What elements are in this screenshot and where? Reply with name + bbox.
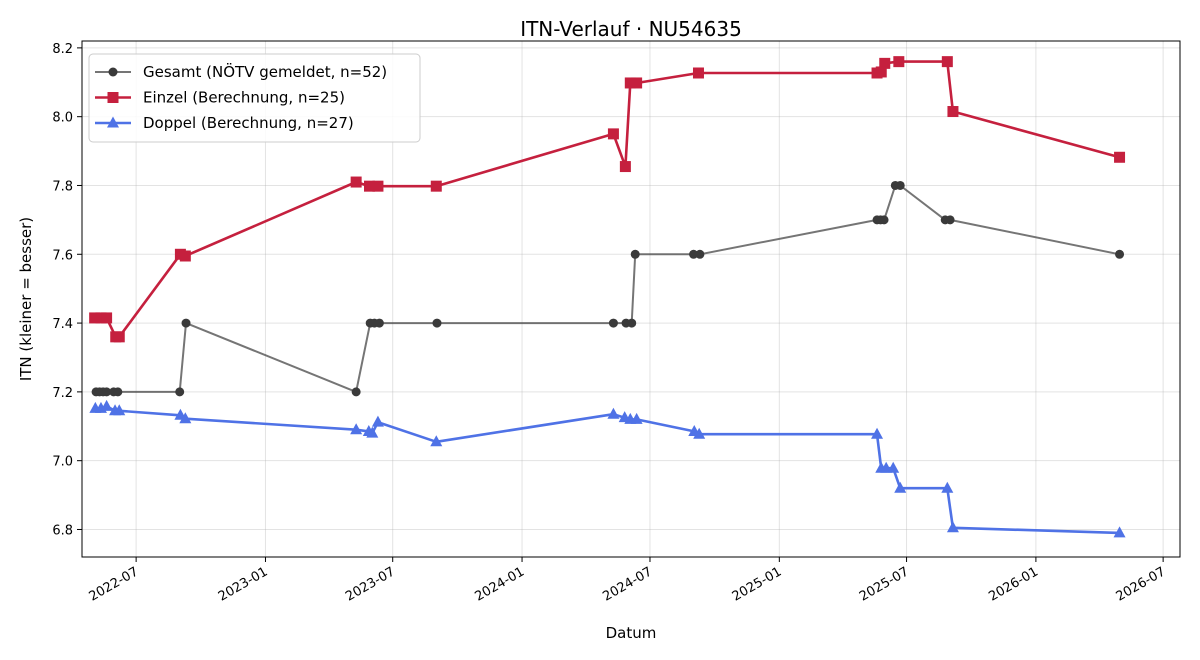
- data-point-gesamt: [351, 387, 361, 397]
- data-point-einzel: [893, 56, 905, 68]
- y-tick-label: 7.0: [52, 455, 73, 470]
- data-point-einzel: [619, 161, 631, 173]
- data-point-einzel: [692, 67, 704, 79]
- legend-box: [88, 53, 421, 143]
- legend-marker-gesamt: [108, 67, 118, 77]
- data-point-einzel: [947, 106, 959, 118]
- data-point-einzel: [179, 250, 191, 262]
- data-point-gesamt: [113, 387, 123, 397]
- data-point-einzel: [89, 312, 101, 324]
- data-point-doppel: [113, 404, 126, 416]
- data-point-gesamt: [374, 318, 384, 328]
- data-point-doppel: [430, 435, 443, 447]
- legend-marker-einzel: [107, 92, 119, 103]
- data-point-doppel: [1113, 526, 1126, 538]
- legend-label-gesamt: Gesamt (NÖTV gemeldet, n=52): [143, 62, 387, 81]
- data-point-einzel: [430, 180, 442, 192]
- data-point-gesamt: [945, 215, 955, 225]
- x-axis-label: Datum: [606, 624, 657, 642]
- data-point-einzel: [879, 57, 891, 69]
- data-point-gesamt: [181, 318, 191, 328]
- data-point-einzel: [372, 180, 384, 192]
- plot-frame: [81, 40, 1181, 558]
- y-tick-label: 7.6: [52, 248, 73, 263]
- data-point-einzel: [1114, 151, 1126, 163]
- data-point-einzel: [95, 312, 107, 324]
- data-point-gesamt: [695, 249, 705, 259]
- data-point-doppel: [693, 427, 706, 439]
- y-axis: 6.8 7.0 7.2 7.4 7.6 7.8 8.0 8.2: [52, 42, 82, 538]
- data-point-gesamt: [175, 387, 185, 397]
- chart-title: ITN-Verlauf · NU54635: [520, 17, 742, 41]
- data-point-doppel: [366, 426, 379, 438]
- data-point-einzel: [113, 331, 125, 343]
- data-point-gesamt: [102, 387, 112, 397]
- data-point-doppel: [607, 407, 620, 419]
- data-point-doppel: [887, 461, 900, 473]
- data-point-einzel: [631, 77, 643, 89]
- data-point-doppel: [179, 412, 192, 424]
- data-point-doppel: [871, 427, 884, 439]
- y-tick-label: 6.8: [52, 523, 73, 538]
- legend-label-doppel: Doppel (Berechnung, n=27): [143, 114, 354, 132]
- data-point-einzel: [101, 312, 113, 324]
- data-point-einzel: [350, 176, 362, 188]
- data-point-einzel: [875, 66, 887, 78]
- data-point-einzel: [624, 77, 636, 89]
- data-point-gesamt: [608, 318, 618, 328]
- data-point-gesamt: [627, 318, 637, 328]
- data-point-doppel: [100, 399, 113, 411]
- legend: Gesamt (NÖTV gemeldet, n=52) Einzel (Bere…: [88, 53, 421, 143]
- y-tick-label: 8.0: [52, 111, 73, 126]
- series-layer: [89, 56, 1126, 538]
- data-point-doppel: [941, 481, 954, 493]
- data-point-gesamt: [1115, 249, 1125, 259]
- data-point-doppel: [350, 423, 363, 435]
- y-tick-label: 7.4: [52, 317, 73, 332]
- legend-label-einzel: Einzel (Berechnung, n=25): [143, 89, 345, 107]
- y-axis-label: ITN (kleiner = besser): [17, 217, 35, 381]
- data-point-gesamt: [879, 215, 889, 225]
- data-point-gesamt: [630, 249, 640, 259]
- data-point-doppel: [946, 521, 959, 533]
- data-point-einzel: [607, 128, 619, 140]
- legend-marker-doppel: [107, 116, 119, 128]
- data-point-doppel: [371, 415, 384, 427]
- data-point-doppel: [630, 412, 643, 424]
- data-point-gesamt: [432, 318, 442, 328]
- series-gesamt: [91, 180, 1125, 397]
- y-tick-label: 8.2: [52, 42, 73, 57]
- series-doppel: [89, 399, 1126, 538]
- y-tick-label: 7.2: [52, 386, 73, 401]
- data-point-doppel: [894, 481, 907, 493]
- data-point-einzel: [941, 56, 953, 68]
- data-point-gesamt: [895, 180, 905, 190]
- data-point-einzel: [364, 180, 376, 192]
- series-einzel: [89, 56, 1126, 343]
- data-point-gesamt: [689, 249, 699, 259]
- y-tick-label: 7.8: [52, 179, 73, 194]
